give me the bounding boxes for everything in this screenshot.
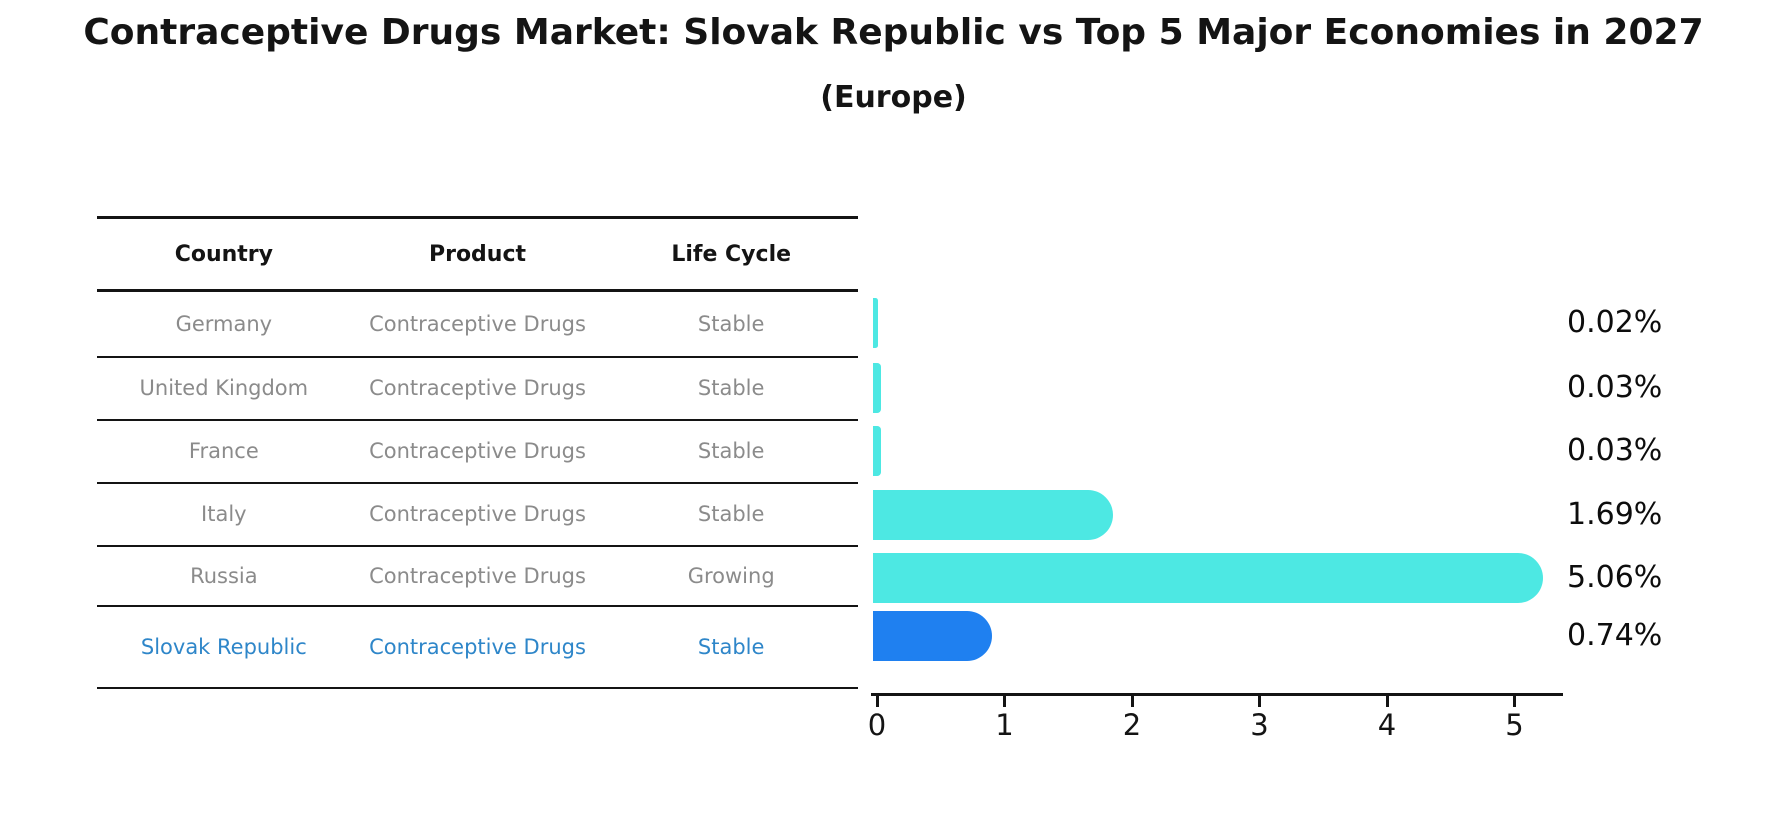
x-axis-tick-mark [1003,696,1006,707]
x-axis-tick-mark [1513,696,1516,707]
country-cell: Russia [190,563,258,588]
lifecycle-cell: Stable [697,311,765,336]
table-row: France Contraceptive Drugs Stable [97,421,858,484]
bar-value-label: 1.69% [1567,496,1663,532]
x-axis-tick-label: 0 [867,708,887,742]
lifecycle-cell: Growing [687,563,775,588]
country-cell: Italy [201,502,247,526]
column-header-lifecycle: Life Cycle [671,241,792,267]
table-row: Italy Contraceptive Drugs Stable [97,484,858,547]
column-header-country: Country [174,241,273,267]
x-axis-tick-mark [875,696,879,707]
country-cell: France [188,439,259,463]
x-axis-tick-label: 4 [1377,708,1397,742]
x-axis-tick-mark [1385,696,1389,707]
bar-united-kingdom [873,362,881,413]
product-cell: Contraceptive Drugs [369,502,586,526]
table-row: Slovak Republic Contraceptive Drugs Stable [97,607,858,689]
bar-value-label: 0.03% [1567,433,1663,468]
product-cell: Contraceptive Drugs [369,634,586,659]
x-axis-tick-label: 1 [995,708,1014,742]
country-table: Country Product Life Cycle Germany Contra… [97,216,858,689]
chart-subtitle: (Europe) [820,80,967,115]
table-row: Russia Contraceptive Drugs Growing [97,547,858,607]
country-cell: Slovak Republic [140,634,307,659]
lifecycle-cell: Stable [697,634,765,659]
country-cell: United Kingdom [139,376,309,400]
x-axis-tick-label: 5 [1505,708,1524,742]
bar-value-label: 0.02% [1567,305,1663,340]
lifecycle-cell: Stable [697,502,765,526]
country-cell: Germany [175,311,273,336]
chart-title: Contraceptive Drugs Market: Slovak Repub… [83,12,1704,53]
bar-germany [873,298,879,348]
product-cell: Contraceptive Drugs [369,563,586,588]
product-cell: Contraceptive Drugs [369,376,586,400]
product-cell: Contraceptive Drugs [369,311,586,336]
bar-italy [873,489,1114,540]
x-axis-line [871,693,1563,696]
bar-value-label: 0.74% [1567,618,1663,653]
bar-france [873,426,881,476]
x-axis-tick-mark [1130,696,1134,707]
lifecycle-cell: Stable [697,439,765,463]
bar-russia [873,553,1544,603]
table-row: Germany Contraceptive Drugs Stable [97,292,858,358]
table-row: United Kingdom Contraceptive Drugs Stable [97,358,858,421]
bar-value-label: 0.03% [1567,369,1663,405]
lifecycle-cell: Stable [697,376,765,400]
bar-value-label: 5.06% [1567,560,1663,595]
table-header-row: Country Product Life Cycle [97,219,858,292]
bar-slovak-republic [873,611,993,661]
x-axis-tick-label: 2 [1122,708,1142,742]
x-axis-tick-label: 3 [1250,708,1269,742]
column-header-product: Product [428,241,527,267]
x-axis-tick-mark [1258,696,1261,707]
product-cell: Contraceptive Drugs [369,439,586,463]
